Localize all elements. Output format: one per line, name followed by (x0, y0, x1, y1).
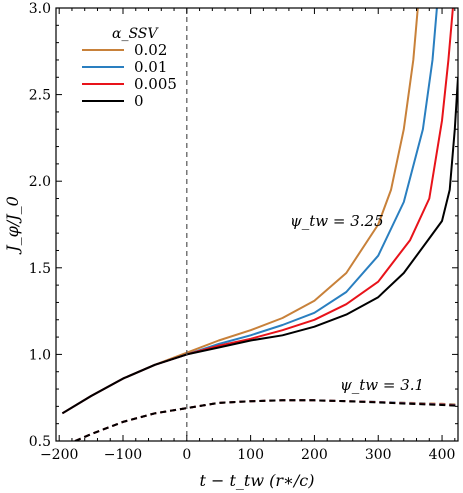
series-dashed-s0005 (74, 399, 458, 441)
annotation-psi-31: ψ_tw = 3.1 (340, 376, 424, 394)
legend-label-0: 0 (134, 92, 144, 110)
y-tick-label: 1.5 (29, 261, 51, 277)
x-axis-label: t − t_tw (r∗/c) (199, 471, 314, 490)
legend-label-002: 0.02 (134, 41, 167, 59)
legend-label-0005: 0.005 (134, 75, 177, 93)
legend-label-001: 0.01 (134, 58, 167, 76)
y-tick-label: 0.5 (29, 434, 51, 450)
series-dashed-s002 (74, 399, 458, 441)
x-tick-label: 100 (237, 447, 264, 463)
x-tick-label: −100 (104, 447, 142, 463)
x-tick-label: −200 (40, 447, 78, 463)
x-tick-label: 0 (182, 447, 191, 463)
y-tick-label: 3.0 (29, 1, 51, 17)
y-tick-label: 1.0 (29, 347, 51, 363)
series-layer (61, 8, 458, 441)
legend: α_SSV 0.02 0.01 0.005 0 (82, 26, 177, 110)
series-dashed-s0 (74, 399, 458, 441)
legend-title: α_SSV (112, 26, 159, 42)
ticks-layer: −200 −100 0 100 200 300 400 0.5 1.0 1.5 2.0 2.5 3.0 (29, 1, 458, 463)
y-axis-label: J_φ/J_0 (3, 196, 22, 255)
series-dashed-s001 (74, 399, 458, 441)
series-solid-s0005 (61, 8, 454, 415)
series-solid-s0 (61, 77, 458, 415)
x-tick-label: 300 (365, 447, 392, 463)
y-tick-label: 2.5 (29, 88, 51, 104)
y-tick-label: 2.0 (29, 174, 51, 190)
annotation-psi-325: ψ_tw = 3.25 (290, 212, 384, 230)
plot-frame (55, 7, 459, 442)
series-solid-s001 (61, 8, 438, 415)
series-solid-s002 (61, 8, 419, 415)
x-tick-label: 400 (429, 447, 456, 463)
x-tick-label: 200 (301, 447, 328, 463)
